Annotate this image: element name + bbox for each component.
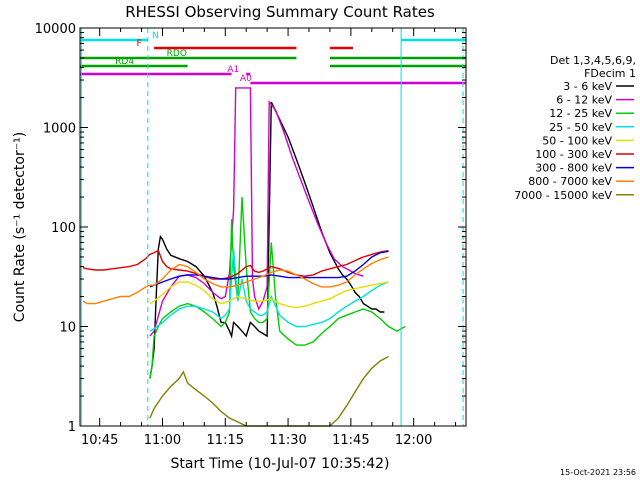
series-line-5 [82, 249, 389, 280]
series-line-7 [82, 256, 389, 305]
x-tick-label: 11:45 [332, 433, 369, 448]
legend-header-line: FDecim 1 [584, 67, 636, 80]
y-tick-label: 1000 [43, 122, 76, 137]
legend-label: 300 - 800 keV [535, 162, 612, 175]
series-line-2 [149, 196, 406, 379]
chart-title: RHESSI Observing Summary Count Rates [125, 3, 435, 21]
legend-label: 50 - 100 keV [542, 134, 612, 147]
series-line-3 [149, 249, 389, 332]
x-tick-label: 11:00 [144, 433, 181, 448]
legend-label: 6 - 12 keV [556, 94, 612, 107]
flag-label-n: N [152, 31, 159, 41]
series-line-6 [149, 250, 389, 288]
legend-label: 25 - 50 keV [549, 121, 612, 134]
x-tick-label: 12:00 [395, 433, 432, 448]
flag-label-a1: A1 [227, 65, 239, 75]
y-tick-label: 10000 [35, 22, 76, 37]
series-line-1 [149, 87, 364, 337]
y-tick-label: 10 [59, 321, 76, 336]
legend-label: 800 - 7000 keV [528, 175, 612, 188]
y-tick-label: 1 [68, 420, 76, 435]
series-line-4 [149, 281, 389, 309]
legend-label: 7000 - 15000 keV [514, 189, 612, 202]
legend-label: 100 - 300 keV [535, 148, 612, 161]
legend-header-line: Det 1,3,4,5,6,9, [550, 54, 636, 67]
y-tick-label: 100 [51, 221, 76, 236]
flag-label-f: F [137, 39, 142, 49]
legend-label: 12 - 25 keV [549, 107, 612, 120]
flag-label-rd4: RD4 [115, 57, 134, 67]
x-tick-label: 11:30 [269, 433, 306, 448]
x-tick-label: 10:45 [81, 433, 118, 448]
series-line-0 [149, 101, 385, 379]
series-line-8 [149, 355, 389, 427]
footer-timestamp: 15-Oct-2021 23:56 [560, 468, 636, 477]
x-axis-label: Start Time (10-Jul-07 10:35:42) [170, 456, 389, 472]
plot-area [82, 87, 406, 427]
flag-label-rdo: RDO [167, 49, 187, 59]
legend-label: 3 - 6 keV [563, 80, 612, 93]
y-axis-label: Count Rate (s⁻¹ detector⁻¹) [12, 132, 28, 322]
flag-label-a0: A0 [240, 74, 252, 84]
x-tick-label: 11:15 [207, 433, 244, 448]
axes: 10:45 11:00 11:15 11:30 11:45 12:00 1 10 100 1000… [35, 22, 466, 448]
